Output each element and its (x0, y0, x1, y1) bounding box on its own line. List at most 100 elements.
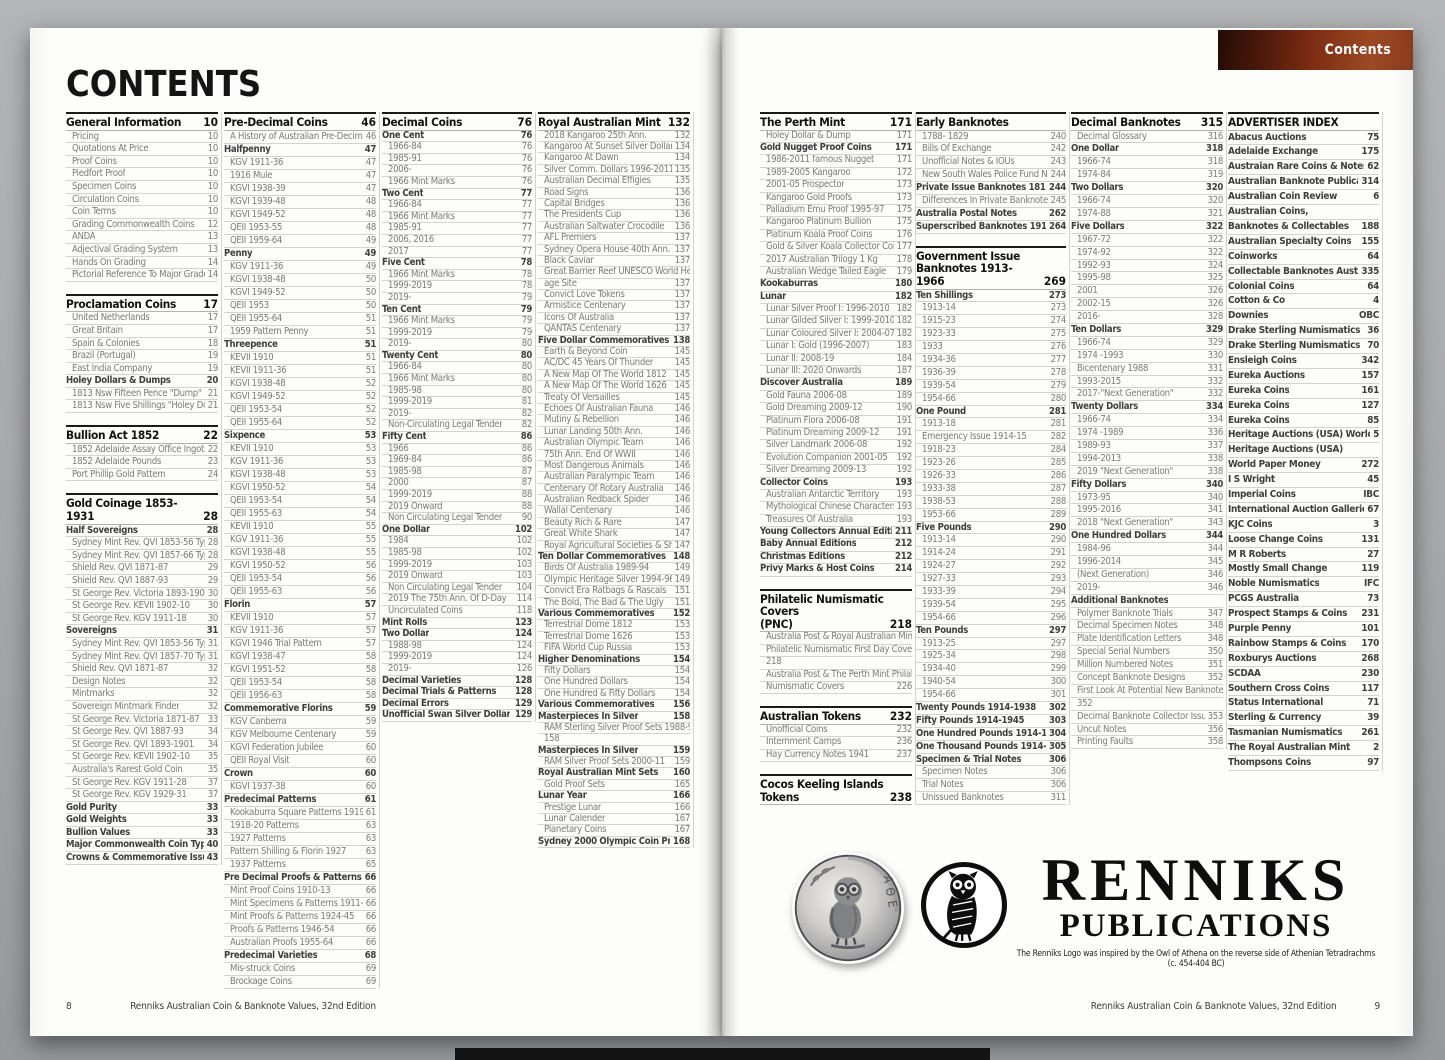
toc-entry-page: 146 (674, 403, 690, 414)
toc-entry-page: 262 (1049, 207, 1066, 219)
toc-entry-label: United Netherlands (72, 312, 150, 324)
toc-entry-page: 58 (365, 689, 376, 701)
section-page-number: 218 (889, 616, 912, 631)
section-header: Bullion Act 1852 22 (66, 425, 218, 444)
banner-label: Contents (1324, 42, 1391, 58)
publisher-name-line2: PUBLICATIONS (1059, 908, 1333, 944)
toc-entry-label: Five Dollar Commemoratives (538, 335, 670, 346)
toc-entry-label: Australian Coin Review (1228, 191, 1338, 203)
toc-entry-page: 63 (365, 845, 376, 857)
toc-entry-page: 154 (674, 665, 690, 676)
toc-entry: Differences In Private Banknotes 245 (916, 195, 1066, 208)
toc-entry: Sydney Mint Rev. QVI 1857-70 Type 231 (66, 651, 218, 664)
toc-entry: Coin Terms 10 (66, 206, 218, 219)
toc-entry: QEII 1953-54 52 (224, 404, 376, 417)
toc-entry-page: 334 (1206, 401, 1223, 413)
toc-entry-page: 34 (207, 738, 218, 750)
section-page-number: 238 (889, 789, 912, 804)
toc-entry-label: Crown (224, 767, 253, 779)
toc-entry: (Next Generation) 346 (1071, 569, 1223, 582)
toc-entry-label: Australia Postal Notes (916, 207, 1017, 219)
toc-entry-label: KGV Melbourne Centenary (230, 728, 337, 740)
toc-entry-page: 151 (674, 586, 690, 597)
book-title-footer: Renniks Australian Coin & Banknote Value… (1090, 1001, 1337, 1012)
toc-entry-label: Fifty Dollars (1071, 478, 1127, 490)
toc-entry-page: 182 (895, 291, 912, 302)
toc-entry-label: Mint Specimens & Patterns 1911-23 (230, 897, 363, 909)
toc-subheading: Threepence 51 (224, 339, 376, 352)
section-title: Pre-Decimal Coins (224, 115, 328, 129)
toc-entry: Shield Rev. QVI 1871-87 29 (66, 562, 218, 575)
toc-entry-page: 102 (515, 524, 532, 535)
toc-entry: 1985-98 80 (382, 386, 532, 398)
toc-entry: 1999-2019 79 (382, 328, 532, 340)
toc-entry: KGV 1911-36 49 (224, 261, 376, 274)
toc-entry-page: 281 (1049, 405, 1066, 417)
toc-entry-label: Australian Saltwater Crocodile (544, 221, 665, 232)
toc-entry-page: 30 (207, 587, 218, 599)
toc-entry-label: Drake Sterling Numismatics (1228, 340, 1361, 352)
toc-entry: St George Rev. KGV 1911-18 30 (66, 613, 218, 626)
toc-entry: 1959 Pattern Penny 51 (224, 326, 376, 339)
toc-subheading: Major Commonwealth Coin Types 40 (66, 839, 218, 853)
section-page-number: 269 (1043, 273, 1066, 288)
toc-entry-label: 2019- (1077, 581, 1101, 593)
toc-entry-page: 77 (520, 188, 532, 199)
toc-entry-page: 212 (895, 551, 912, 562)
toc-entry: Lunar Gilded Silver I: 1999-2010 182 (760, 316, 912, 329)
toc-entry-label: 2018 "Next Generation" (1077, 517, 1174, 529)
toc-entry-page: 137 (674, 290, 690, 301)
toc-entry-page: 298 (1050, 650, 1066, 662)
toc-entry-page: 136 (674, 221, 690, 232)
toc-entry-page: 46 (365, 130, 376, 142)
toc-entry: QEII 1956-63 58 (224, 690, 376, 703)
toc-entry-label: Black Caviar (544, 255, 594, 266)
toc-section: Australian Tokens 232 Unofficial Coins 232 I… (760, 706, 912, 763)
toc-entry: Sovereign Mintmark Finder 32 (66, 701, 218, 714)
toc-entry-label: Plate Identification Letters (1077, 633, 1182, 645)
toc-entry: Black Caviar 137 (538, 255, 690, 268)
toc-entry: 1999-2019 88 (382, 490, 532, 502)
toc-entry-label: 1985-98 (388, 547, 422, 558)
logo-caption: The Renniks Logo was inspired by the Owl… (1016, 949, 1376, 969)
toc-entry: 1974-92 322 (1071, 247, 1223, 260)
toc-entry-label: 1966 Mint Marks (388, 211, 455, 222)
toc-entry-label: KGVI 1950-52 (230, 559, 286, 571)
toc-entry-page: 80 (521, 362, 532, 373)
toc-entry: 1984 102 (382, 536, 532, 548)
toc-entry-label: 1959 Pattern Penny (230, 325, 309, 337)
toc-entry-page: 167 (674, 825, 690, 836)
toc-entry: Circulation Coins 10 (66, 194, 218, 207)
toc-entry-label: 1989-93 (1077, 439, 1111, 451)
toc-entry: Australian Olympic Team 146 (538, 438, 690, 450)
toc-entry: 1934-40 299 (916, 663, 1066, 677)
toc-entry: Most Dangerous Animals 146 (538, 461, 690, 473)
toc-entry-label: 1934-40 (922, 663, 956, 675)
toc-entry-page: 47 (365, 182, 376, 194)
toc-entry-page: 237 (896, 749, 912, 760)
toc-entry-page: 297 (1050, 637, 1066, 649)
section-page-number: 46 (361, 115, 376, 129)
toc-entry-page: 149 (674, 574, 690, 585)
toc-entry: Piedfort Proof 10 (66, 168, 218, 181)
toc-entry-page: 159 (674, 757, 690, 768)
toc-entry-page: 306 (1050, 766, 1066, 778)
toc-entry-page: 231 (1361, 608, 1379, 620)
toc-entry-label: RAM Sterling Silver Proof Sets 1988-99 (544, 722, 690, 733)
toc-entry: KGV Melbourne Centenary 59 (224, 729, 376, 742)
toc-entry-label: 1954-66 (922, 392, 956, 404)
toc-entry-page: 358 (1207, 736, 1223, 748)
toc-entry-label: QEII 1953-54 (230, 572, 282, 584)
toc-entry-label: Treasures Of Australia (766, 514, 853, 525)
toc-entry-label: Superscribed Banknotes 1910-1914 (916, 220, 1046, 232)
toc-entry-page: 47 (365, 156, 376, 168)
toc-entry: New South Wales Police Fund Notes244 (916, 169, 1066, 183)
toc-subheading: Kookaburras 180 (760, 279, 912, 292)
toc-entry-label: Lunar I: Gold (1996-2007) (766, 341, 870, 352)
toc-entry-label: Major Commonwealth Coin Types (66, 839, 204, 851)
toc-entry-page: 33 (206, 801, 218, 813)
toc-entry: 1916 Mule 47 (224, 170, 376, 183)
toc-entry-label: 1984 (388, 536, 409, 547)
toc-entry-label: One Hundred Dollars (544, 677, 628, 688)
toc-entry-page: 350 (1207, 646, 1223, 658)
